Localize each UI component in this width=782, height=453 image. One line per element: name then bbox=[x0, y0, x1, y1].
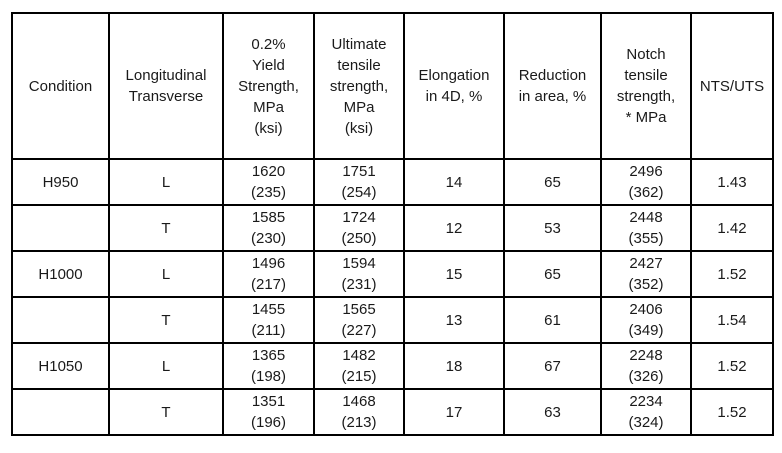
column-header-nts-uts: NTS/UTS bbox=[690, 12, 774, 160]
cell-elongation: 12 bbox=[403, 204, 505, 252]
cell-direction: T bbox=[108, 204, 224, 252]
cell-notch-tensile-strength: 2406 (349) bbox=[600, 296, 692, 344]
column-header-reduction-in-area: Reduction in area, % bbox=[503, 12, 602, 160]
cell-reduction-in-area: 63 bbox=[503, 388, 602, 436]
cell-condition bbox=[11, 388, 110, 436]
cell-notch-tensile-strength: 2234 (324) bbox=[600, 388, 692, 436]
column-header-direction: Longitudinal Transverse bbox=[108, 12, 224, 160]
cell-ultimate-tensile-strength: 1594 (231) bbox=[313, 250, 405, 298]
cell-elongation: 15 bbox=[403, 250, 505, 298]
cell-ultimate-tensile-strength: 1482 (215) bbox=[313, 342, 405, 390]
cell-yield-strength: 1620 (235) bbox=[222, 158, 315, 206]
cell-condition bbox=[11, 296, 110, 344]
column-header-yield-strength: 0.2% Yield Strength, MPa (ksi) bbox=[222, 12, 315, 160]
column-header-notch-tensile-strength: Notch tensile strength, * MPa bbox=[600, 12, 692, 160]
table-row: H950 L 1620 (235) 1751 (254) 14 65 2496 … bbox=[11, 158, 774, 206]
cell-nts-uts-ratio: 1.52 bbox=[690, 342, 774, 390]
header-row: Condition Longitudinal Transverse 0.2% Y… bbox=[11, 12, 774, 160]
cell-direction: L bbox=[108, 342, 224, 390]
cell-ultimate-tensile-strength: 1468 (213) bbox=[313, 388, 405, 436]
cell-direction: T bbox=[108, 296, 224, 344]
cell-reduction-in-area: 61 bbox=[503, 296, 602, 344]
cell-nts-uts-ratio: 1.52 bbox=[690, 250, 774, 298]
cell-elongation: 17 bbox=[403, 388, 505, 436]
cell-notch-tensile-strength: 2496 (362) bbox=[600, 158, 692, 206]
cell-reduction-in-area: 67 bbox=[503, 342, 602, 390]
cell-condition: H1050 bbox=[11, 342, 110, 390]
cell-elongation: 13 bbox=[403, 296, 505, 344]
column-header-elongation: Elongation in 4D, % bbox=[403, 12, 505, 160]
cell-condition: H1000 bbox=[11, 250, 110, 298]
cell-elongation: 18 bbox=[403, 342, 505, 390]
cell-reduction-in-area: 53 bbox=[503, 204, 602, 252]
cell-ultimate-tensile-strength: 1724 (250) bbox=[313, 204, 405, 252]
cell-elongation: 14 bbox=[403, 158, 505, 206]
cell-ultimate-tensile-strength: 1751 (254) bbox=[313, 158, 405, 206]
table-row: T 1455 (211) 1565 (227) 13 61 2406 (349)… bbox=[11, 296, 774, 344]
material-properties-table: Condition Longitudinal Transverse 0.2% Y… bbox=[11, 12, 774, 436]
table-row: T 1585 (230) 1724 (250) 12 53 2448 (355)… bbox=[11, 204, 774, 252]
cell-yield-strength: 1496 (217) bbox=[222, 250, 315, 298]
cell-ultimate-tensile-strength: 1565 (227) bbox=[313, 296, 405, 344]
cell-yield-strength: 1365 (198) bbox=[222, 342, 315, 390]
cell-notch-tensile-strength: 2248 (326) bbox=[600, 342, 692, 390]
cell-yield-strength: 1455 (211) bbox=[222, 296, 315, 344]
column-header-ultimate-tensile-strength: Ultimate tensile strength, MPa (ksi) bbox=[313, 12, 405, 160]
cell-notch-tensile-strength: 2448 (355) bbox=[600, 204, 692, 252]
cell-notch-tensile-strength: 2427 (352) bbox=[600, 250, 692, 298]
cell-nts-uts-ratio: 1.52 bbox=[690, 388, 774, 436]
table-row: T 1351 (196) 1468 (213) 17 63 2234 (324)… bbox=[11, 388, 774, 436]
column-header-condition: Condition bbox=[11, 12, 110, 160]
cell-nts-uts-ratio: 1.43 bbox=[690, 158, 774, 206]
table-row: H1050 L 1365 (198) 1482 (215) 18 67 2248… bbox=[11, 342, 774, 390]
cell-condition: H950 bbox=[11, 158, 110, 206]
table-row: H1000 L 1496 (217) 1594 (231) 15 65 2427… bbox=[11, 250, 774, 298]
cell-direction: T bbox=[108, 388, 224, 436]
cell-reduction-in-area: 65 bbox=[503, 250, 602, 298]
cell-nts-uts-ratio: 1.54 bbox=[690, 296, 774, 344]
cell-condition bbox=[11, 204, 110, 252]
cell-yield-strength: 1351 (196) bbox=[222, 388, 315, 436]
cell-yield-strength: 1585 (230) bbox=[222, 204, 315, 252]
cell-reduction-in-area: 65 bbox=[503, 158, 602, 206]
cell-direction: L bbox=[108, 158, 224, 206]
cell-direction: L bbox=[108, 250, 224, 298]
cell-nts-uts-ratio: 1.42 bbox=[690, 204, 774, 252]
